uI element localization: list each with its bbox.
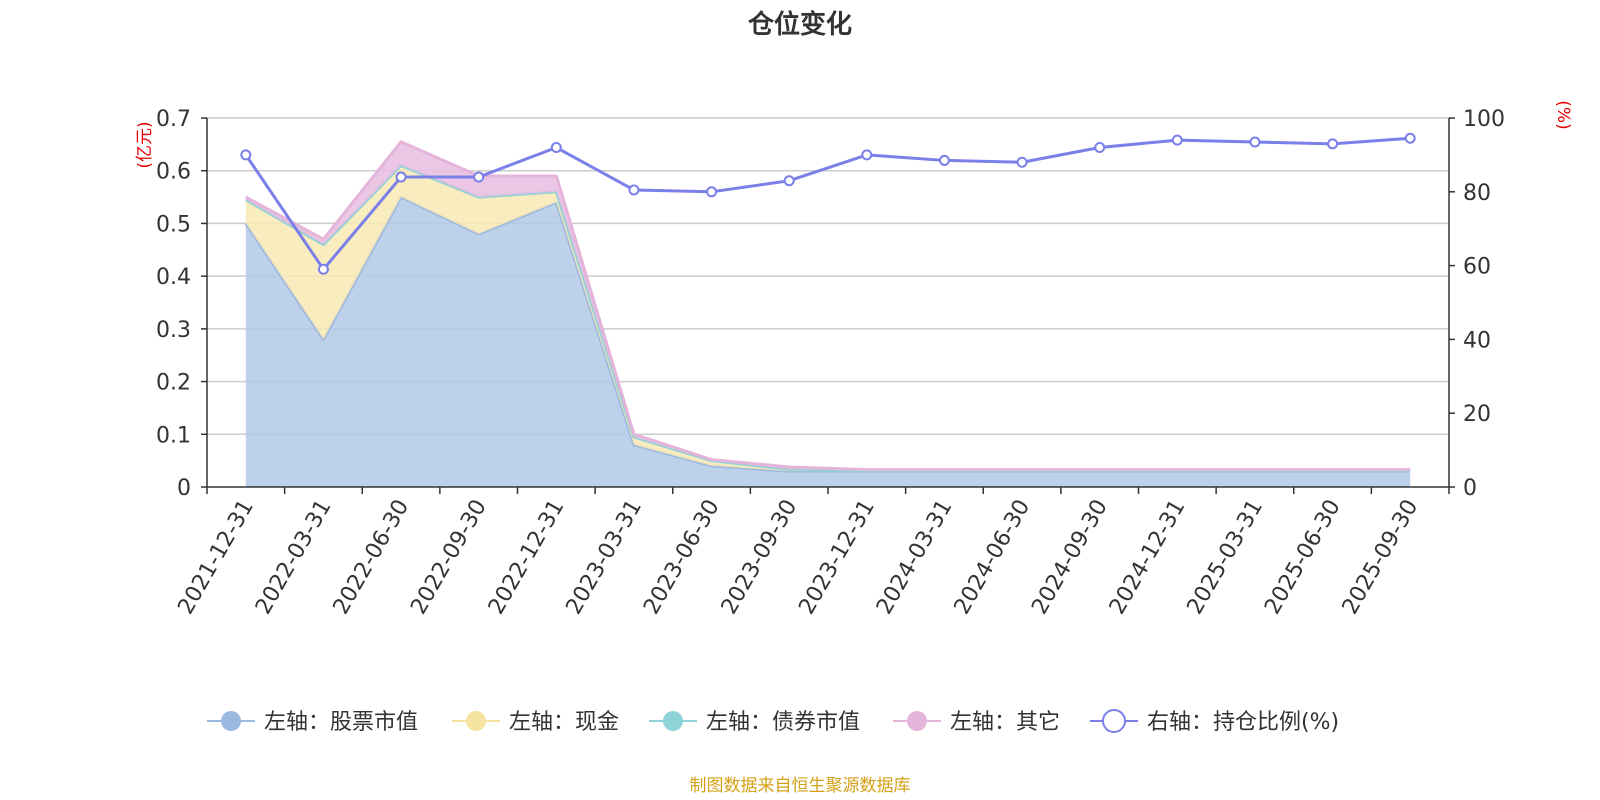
left-axis-tick-label: 0.3 — [156, 318, 191, 343]
holding-ratio-point — [473, 171, 485, 183]
left-axis-tick-label: 0 — [177, 476, 191, 501]
x-axis-label: 2024-03-31 — [872, 496, 958, 619]
legend-marker-4 — [1102, 709, 1126, 733]
holding-ratio-point — [1327, 138, 1339, 150]
left-axis-tick-label: 0.1 — [156, 423, 191, 448]
data-source-note: 制图数据来自恒生聚源数据库 — [690, 776, 911, 796]
x-axis-label: 2023-06-30 — [639, 496, 725, 619]
x-axis-label: 2022-12-31 — [484, 496, 570, 619]
stacked-areas — [244, 140, 1411, 488]
right-axis-tick-label: 40 — [1463, 328, 1491, 353]
x-axis-label: 2024-09-30 — [1027, 496, 1113, 619]
right-axis-tick-label: 0 — [1463, 476, 1477, 501]
holding-ratio-point — [706, 186, 718, 198]
legend-label-4: 右轴：持仓比例(%) — [1147, 710, 1339, 735]
holding-ratio-point — [240, 149, 252, 161]
holding-ratio-point — [628, 184, 640, 196]
x-axis-label: 2025-06-30 — [1260, 496, 1346, 619]
holding-ratio-line — [244, 136, 1411, 271]
holding-ratio-point — [1171, 134, 1183, 146]
left-axis-tick-label: 0.5 — [156, 212, 191, 237]
holding-ratio-point — [1404, 132, 1416, 144]
holding-ratio-point — [317, 263, 329, 275]
right-axis-tick-label: 60 — [1463, 255, 1491, 280]
legend-label-0: 左轴：股票市值 — [264, 710, 418, 735]
x-axis-label: 2024-06-30 — [950, 496, 1036, 619]
area-series-0 — [245, 197, 1411, 488]
holding-ratio-point — [1094, 142, 1106, 154]
holding-ratio-point — [938, 154, 950, 166]
legend-label-2: 左轴：债券市值 — [706, 710, 860, 735]
left-axis-tick-label: 0.2 — [156, 371, 191, 396]
x-axis-label: 2025-03-31 — [1183, 496, 1269, 619]
x-axis-label: 2025-09-30 — [1338, 496, 1424, 619]
x-axis-label: 2021-12-31 — [173, 496, 259, 619]
x-axis-label: 2024-12-31 — [1105, 496, 1191, 619]
left-axis-tick-label: 0.6 — [156, 160, 191, 185]
left-axis-tick-label: 0.7 — [156, 107, 191, 132]
legend-marker-3 — [907, 711, 927, 731]
legend-marker-1 — [466, 711, 486, 731]
right-axis-tick-label: 20 — [1463, 402, 1491, 427]
left-axis-unit: (亿元) — [135, 121, 155, 168]
x-axis-label: 2023-03-31 — [562, 496, 648, 619]
legend-marker-0 — [221, 711, 241, 731]
right-axis-tick-label: 100 — [1463, 107, 1505, 132]
legend-label-3: 左轴：其它 — [950, 710, 1060, 735]
x-axis-label: 2023-09-30 — [717, 496, 803, 619]
holding-ratio-line-layer — [240, 132, 1416, 275]
left-axis-tick-label: 0.4 — [156, 265, 191, 290]
holding-ratio-point — [395, 171, 407, 183]
holding-ratio-point — [1016, 156, 1028, 168]
x-axis-label: 2022-06-30 — [329, 496, 415, 619]
x-axis-label: 2022-03-31 — [251, 496, 337, 619]
holding-ratio-point — [550, 142, 562, 154]
legend-marker-2 — [663, 711, 683, 731]
x-axis-label: 2022-09-30 — [406, 496, 492, 619]
chart-title: 仓位变化 — [747, 9, 852, 40]
x-axis-label: 2023-12-31 — [794, 496, 880, 619]
legend-label-1: 左轴：现金 — [509, 710, 619, 735]
holding-ratio-point — [1249, 136, 1261, 148]
holding-ratio-point — [861, 149, 873, 161]
holding-ratio-point — [783, 175, 795, 187]
area-series-line-3 — [245, 140, 1411, 472]
legend: 左轴：股票市值 左轴：现金 左轴：债券市值 左轴：其它 右轴：持仓比例(%) — [207, 709, 1339, 735]
right-axis-unit: (%) — [1553, 100, 1573, 129]
right-axis-tick-label: 80 — [1463, 181, 1491, 206]
